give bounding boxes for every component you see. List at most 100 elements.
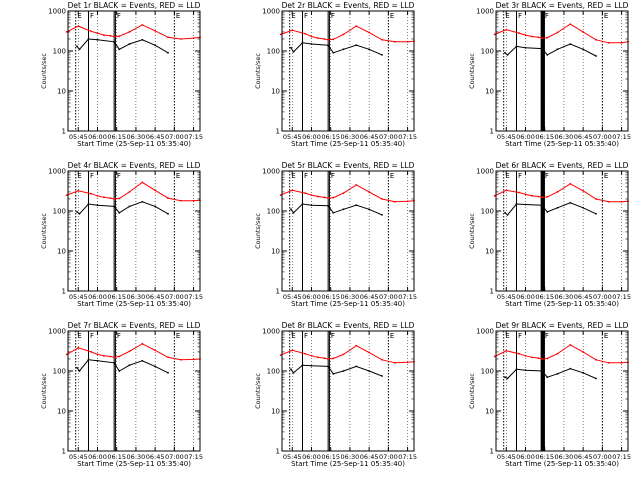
data-point (65, 194, 68, 197)
data-point (546, 54, 549, 56)
data-point (381, 214, 383, 216)
y-tick-label: 10 (485, 408, 494, 416)
data-point (332, 211, 335, 214)
event-marker-label: F (90, 12, 94, 20)
event-marker-label: F (304, 172, 308, 180)
data-point (291, 189, 294, 192)
chart-panel: Det 6r BLACK = Events, RED = LLD 1 10 100 10… (468, 161, 631, 308)
data-point (332, 372, 335, 375)
data-point (78, 370, 81, 372)
event-marker-label: E (291, 172, 295, 180)
data-point (342, 208, 345, 211)
data-point (113, 205, 115, 208)
data-point (90, 30, 92, 33)
x-tick-label: 06:45 (360, 453, 379, 461)
data-point (128, 191, 131, 193)
data-point (323, 196, 326, 199)
y-tick-label: 10 (485, 248, 494, 256)
chart-title: Det 9r BLACK = Events, RED = LLD (496, 321, 629, 330)
data-point (582, 48, 584, 51)
data-point (493, 33, 496, 36)
x-axis-label: Start Time (25-Sep-11 05:35:40) (505, 300, 619, 308)
data-point (556, 48, 559, 51)
data-point (304, 352, 306, 355)
data-point (78, 212, 81, 215)
data-point (317, 195, 319, 198)
data-point (109, 355, 112, 358)
chart-panel: Det 2r BLACK = Events, RED = LLD 1 10 100 10… (254, 1, 417, 148)
data-point (301, 364, 304, 367)
data-point (406, 40, 409, 43)
y-tick-label: 100 (267, 368, 280, 376)
y-tick-label: 100 (267, 208, 280, 216)
chart-panel: Det 3r BLACK = Events, RED = LLD 1 10 100 10… (468, 1, 631, 148)
x-tick-label: 06:00 (516, 133, 535, 141)
data-point (582, 31, 584, 33)
y-tick-label: 10 (57, 88, 66, 96)
event-marker-label: E (176, 12, 180, 20)
data-point (141, 38, 144, 41)
data-point (505, 28, 508, 31)
data-series-line (76, 359, 169, 374)
x-tick-label: 07:00 (593, 293, 612, 301)
data-point (118, 48, 121, 51)
event-marker-label: E (176, 172, 180, 180)
data-point (310, 354, 313, 357)
data-point (179, 38, 182, 40)
y-tick-label: 1 (490, 448, 494, 456)
x-tick-label: 06:45 (574, 133, 593, 141)
data-point (541, 204, 543, 207)
data-point (556, 206, 559, 209)
y-tick-label: 10 (271, 408, 280, 416)
x-tick-label: 06:45 (146, 293, 165, 301)
data-series-line (280, 345, 415, 364)
plot-frame (67, 170, 201, 292)
x-tick-label: 07:15 (612, 453, 631, 461)
data-point (192, 37, 195, 39)
data-point (323, 38, 326, 40)
x-tick-label: 06:15 (321, 453, 340, 461)
data-point (167, 356, 169, 359)
data-point (317, 356, 319, 359)
data-point (327, 197, 329, 200)
y-tick-label: 1000 (48, 168, 66, 176)
event-marker-label: E (390, 12, 394, 20)
x-tick-label: 05:45 (69, 133, 88, 141)
x-tick-label: 05:45 (497, 293, 516, 301)
data-point (537, 195, 540, 198)
x-tick-label: 06:15 (535, 133, 554, 141)
x-axis-label: Start Time (25-Sep-11 05:35:40) (77, 140, 191, 148)
data-point (113, 35, 115, 38)
data-point (77, 189, 80, 192)
data-point (607, 41, 610, 44)
x-tick-label: 07:00 (165, 293, 184, 301)
x-tick-label: 06:30 (555, 133, 574, 141)
data-point (524, 369, 527, 372)
data-point (620, 200, 623, 203)
data-point (546, 376, 549, 379)
x-tick-label: 06:00 (302, 293, 321, 301)
x-tick-label: 06:45 (574, 453, 593, 461)
y-tick-label: 1 (276, 448, 280, 456)
data-point (292, 371, 295, 374)
data-point (167, 197, 169, 200)
y-tick-label: 1000 (476, 168, 494, 176)
data-point (141, 24, 144, 26)
data-point (582, 351, 584, 353)
data-point (342, 353, 345, 356)
data-point (179, 199, 182, 202)
data-series-line (494, 344, 629, 364)
data-point (531, 194, 533, 197)
data-point (524, 46, 527, 49)
data-point (77, 25, 80, 27)
data-point (515, 368, 518, 371)
x-tick-label: 07:15 (612, 133, 631, 141)
data-point (504, 376, 506, 379)
x-tick-label: 06:30 (555, 453, 574, 461)
data-point (355, 204, 358, 207)
data-point (279, 194, 282, 197)
data-point (515, 203, 518, 205)
y-tick-label: 100 (481, 208, 494, 216)
x-tick-label: 06:15 (535, 453, 554, 461)
data-point (524, 203, 527, 206)
